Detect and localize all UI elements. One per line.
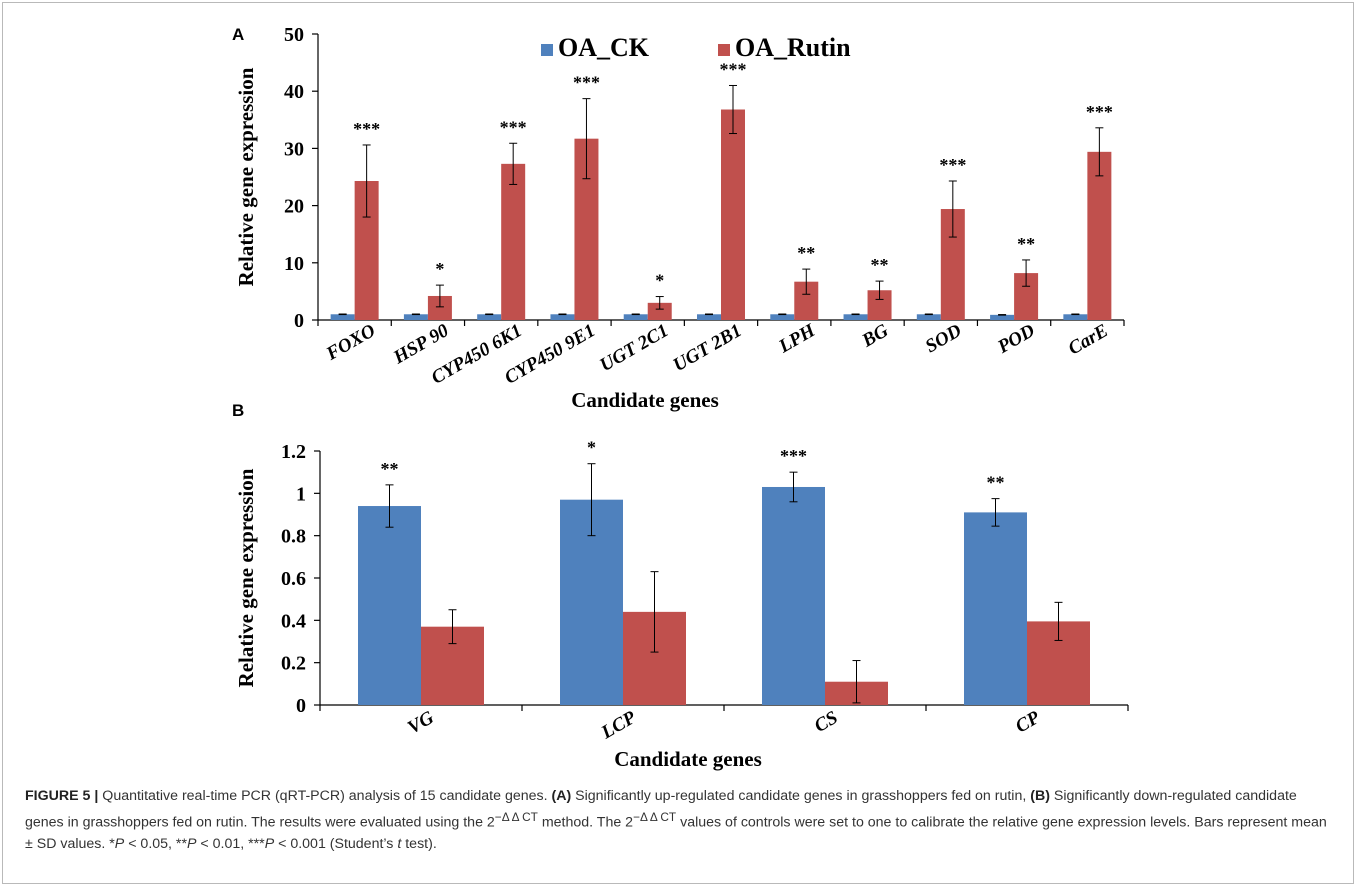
bar-ck bbox=[403, 314, 428, 320]
y-tick-label: 30 bbox=[284, 138, 304, 160]
y-tick-label: 20 bbox=[284, 196, 304, 218]
significance-label: *** bbox=[500, 117, 527, 137]
legend-swatch-rutin bbox=[718, 44, 730, 56]
caption-superscript: −Δ Δ CT bbox=[494, 810, 538, 824]
y-axis-title: Relative gene expression bbox=[234, 468, 258, 687]
significance-label: ** bbox=[987, 473, 1005, 493]
category-label: FOXO bbox=[322, 320, 379, 365]
significance-label: *** bbox=[780, 446, 807, 466]
category-label: UGT 2B1 bbox=[670, 320, 746, 376]
category-label: LCP bbox=[597, 707, 640, 744]
legend: OA_CK OA_Rutin bbox=[541, 33, 851, 62]
bar-rutin bbox=[1087, 151, 1112, 320]
x-axis-title: Candidate genes bbox=[614, 747, 762, 771]
significance-label: ** bbox=[381, 459, 399, 479]
category-label: CP bbox=[1012, 707, 1044, 738]
significance-label: *** bbox=[720, 59, 747, 79]
bar-rutin bbox=[647, 302, 672, 320]
significance-label: * bbox=[435, 259, 444, 279]
bar-ck bbox=[964, 512, 1027, 705]
significance-label: ** bbox=[797, 243, 815, 263]
caption-b-label: (B) bbox=[1030, 788, 1050, 804]
caption-superscript: −Δ Δ CT bbox=[633, 810, 677, 824]
bar-rutin bbox=[501, 163, 526, 320]
caption-t: t bbox=[397, 835, 402, 852]
panel-label-a: A bbox=[232, 25, 244, 44]
caption-text: method. The 2 bbox=[537, 814, 634, 831]
significance-label: *** bbox=[573, 73, 600, 93]
bar-ck bbox=[1063, 314, 1088, 320]
y-tick-label: 10 bbox=[284, 253, 304, 275]
caption-text: < 0.05, ** bbox=[124, 835, 187, 852]
caption-text: Significantly up-regulated candidate gen… bbox=[571, 788, 1031, 804]
caption-text: test). bbox=[401, 835, 437, 852]
y-tick-label: 0 bbox=[294, 310, 304, 332]
bar-ck bbox=[762, 486, 825, 705]
y-tick-label: 0.4 bbox=[281, 610, 306, 632]
panel-label-b: B bbox=[232, 401, 244, 420]
y-tick-label: 40 bbox=[284, 81, 304, 103]
y-axis-title: Relative gene expression bbox=[234, 67, 258, 286]
bar-ck bbox=[330, 314, 355, 320]
significance-label: * bbox=[655, 271, 664, 291]
category-label: LPH bbox=[774, 320, 819, 358]
category-label: VG bbox=[404, 707, 438, 739]
category-label: SOD bbox=[922, 320, 966, 357]
bar-ck bbox=[550, 314, 575, 320]
significance-label: ** bbox=[871, 255, 889, 275]
caption-p: P bbox=[186, 835, 197, 852]
bar-ck bbox=[990, 314, 1015, 320]
bar-ck bbox=[623, 314, 648, 320]
bar-rutin bbox=[1014, 273, 1039, 320]
caption-a-label: (A) bbox=[551, 788, 572, 804]
significance-label: *** bbox=[1086, 102, 1113, 122]
category-label: BG bbox=[858, 320, 892, 352]
y-tick-label: 0 bbox=[296, 695, 306, 717]
category-label: CarE bbox=[1065, 320, 1112, 359]
bar-ck bbox=[697, 314, 721, 320]
figure-caption: FIGURE 5 | Quantitative real-time PCR (q… bbox=[25, 786, 1335, 855]
y-tick-label: 0.2 bbox=[281, 653, 306, 675]
caption-p: P bbox=[114, 835, 125, 852]
bar-ck bbox=[843, 314, 868, 320]
figure-charts: A B OA_CK OA_Rutin 01020304050***FOXO*HS… bbox=[232, 24, 1129, 771]
bar-ck bbox=[358, 506, 421, 705]
y-tick-label: 1 bbox=[296, 483, 306, 505]
caption-text: Significantly down-regulated candidate g… bbox=[25, 788, 1297, 831]
legend-swatch-ck bbox=[541, 44, 553, 56]
significance-label: ** bbox=[1017, 234, 1035, 254]
significance-label: *** bbox=[939, 155, 966, 175]
significance-label: *** bbox=[353, 119, 380, 139]
significance-label: * bbox=[587, 438, 596, 458]
bar-ck bbox=[916, 314, 941, 320]
category-label: CS bbox=[811, 707, 842, 737]
chart-panel-b: 0 0.2 0.4 0.6 0.8 1 1.2 ** VG * LCP *** CS ** CP Candid… bbox=[234, 438, 1129, 771]
caption-label: FIGURE 5 | bbox=[25, 788, 99, 804]
y-tick-label: 50 bbox=[284, 24, 304, 46]
caption-text: < 0.001 (Student’s bbox=[274, 835, 398, 852]
caption-text: Quantitative real-time PCR (qRT-PCR) ana… bbox=[98, 788, 552, 804]
caption-text: values of controls were set to one to ca… bbox=[25, 814, 1327, 852]
legend-label-ck: OA_CK bbox=[558, 33, 650, 62]
bar-ck bbox=[770, 314, 795, 320]
bar-ck bbox=[477, 314, 502, 320]
y-tick-label: 0.6 bbox=[281, 568, 306, 590]
x-axis-title: Candidate genes bbox=[571, 388, 719, 412]
legend-label-rutin: OA_Rutin bbox=[735, 33, 851, 62]
caption-text: < 0.01, *** bbox=[196, 835, 265, 852]
caption-p: P bbox=[264, 835, 275, 852]
category-label: UGT 2C1 bbox=[596, 320, 672, 376]
y-tick-label: 0.8 bbox=[281, 526, 306, 548]
category-label: POD bbox=[993, 320, 1038, 358]
bar-rutin bbox=[721, 109, 745, 320]
y-tick-label: 1.2 bbox=[281, 441, 306, 463]
